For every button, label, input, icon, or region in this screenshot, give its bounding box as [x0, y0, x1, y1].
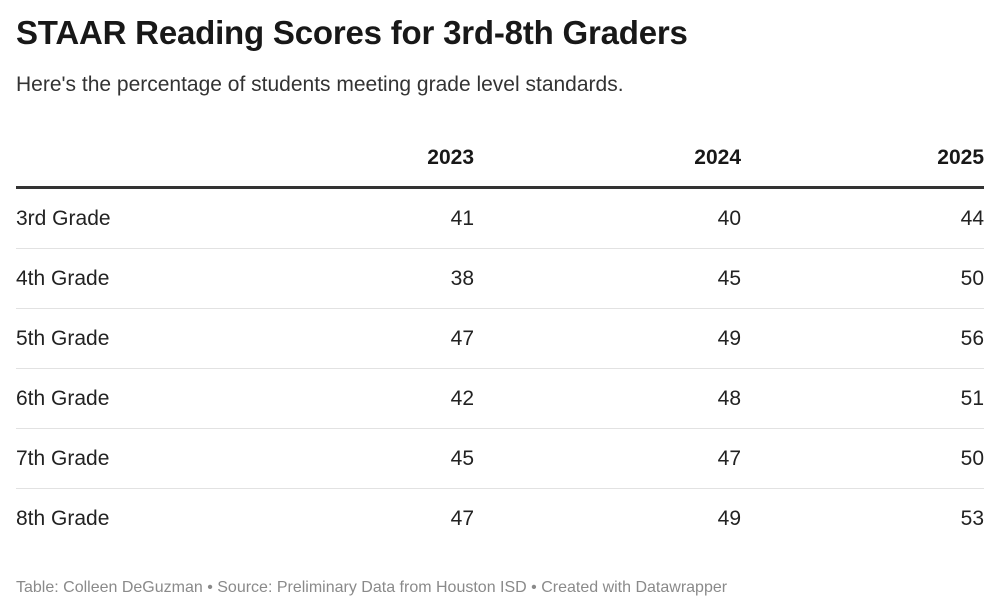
table-cell: 53: [960, 506, 984, 530]
row-label: 5th Grade: [16, 308, 276, 369]
table-cell: 45: [276, 428, 474, 489]
table-cell: 49: [474, 308, 741, 369]
row-label: 3rd Grade: [16, 187, 276, 249]
table-cell: 48: [474, 368, 741, 429]
column-header-2025: 2025: [741, 130, 984, 189]
table-cell: 47: [474, 428, 741, 489]
column-header-label: [16, 130, 276, 189]
chart-footer: Table: Colleen DeGuzman • Source: Prelim…: [16, 579, 728, 596]
column-header-2023: 2023: [276, 130, 474, 189]
data-table: 2023 2024 2025 3rd Grade 41 40 44 4th Gr…: [16, 130, 984, 548]
table-cell: 41: [276, 187, 474, 249]
table-cell: 51: [741, 368, 984, 429]
row-label: 6th Grade: [16, 368, 276, 429]
table-row: 8th Grade 47 49 53: [16, 489, 984, 549]
table-row: 7th Grade 45 47 50: [16, 428, 984, 489]
table-cell: 47: [450, 506, 474, 530]
table-row: 4th Grade 38 45 50: [16, 248, 984, 309]
table-cell: 45: [474, 248, 741, 309]
row-label: 7th Grade: [16, 428, 276, 489]
table-cell: 50: [741, 428, 984, 489]
row-label: 4th Grade: [16, 248, 276, 309]
column-header-2024: 2024: [474, 130, 741, 189]
chart-title: STAAR Reading Scores for 3rd-8th Graders: [16, 14, 688, 51]
table-cell: 44: [741, 187, 984, 249]
table-cell: 49: [717, 506, 741, 530]
table-cell: 56: [741, 308, 984, 369]
table-row: 6th Grade 42 48 51: [16, 368, 984, 429]
table-cell: 42: [276, 368, 474, 429]
header-row: 2023 2024 2025: [16, 130, 984, 189]
table-row: 5th Grade 47 49 56: [16, 308, 984, 369]
table-cell: 47: [276, 308, 474, 369]
table-cell: 40: [474, 187, 741, 249]
table-row: 3rd Grade 41 40 44: [16, 187, 984, 249]
table-cell: 38: [276, 248, 474, 309]
table-cell: 50: [741, 248, 984, 309]
row-label: 8th Grade: [16, 506, 110, 530]
chart-subtitle: Here's the percentage of students meetin…: [16, 73, 624, 96]
